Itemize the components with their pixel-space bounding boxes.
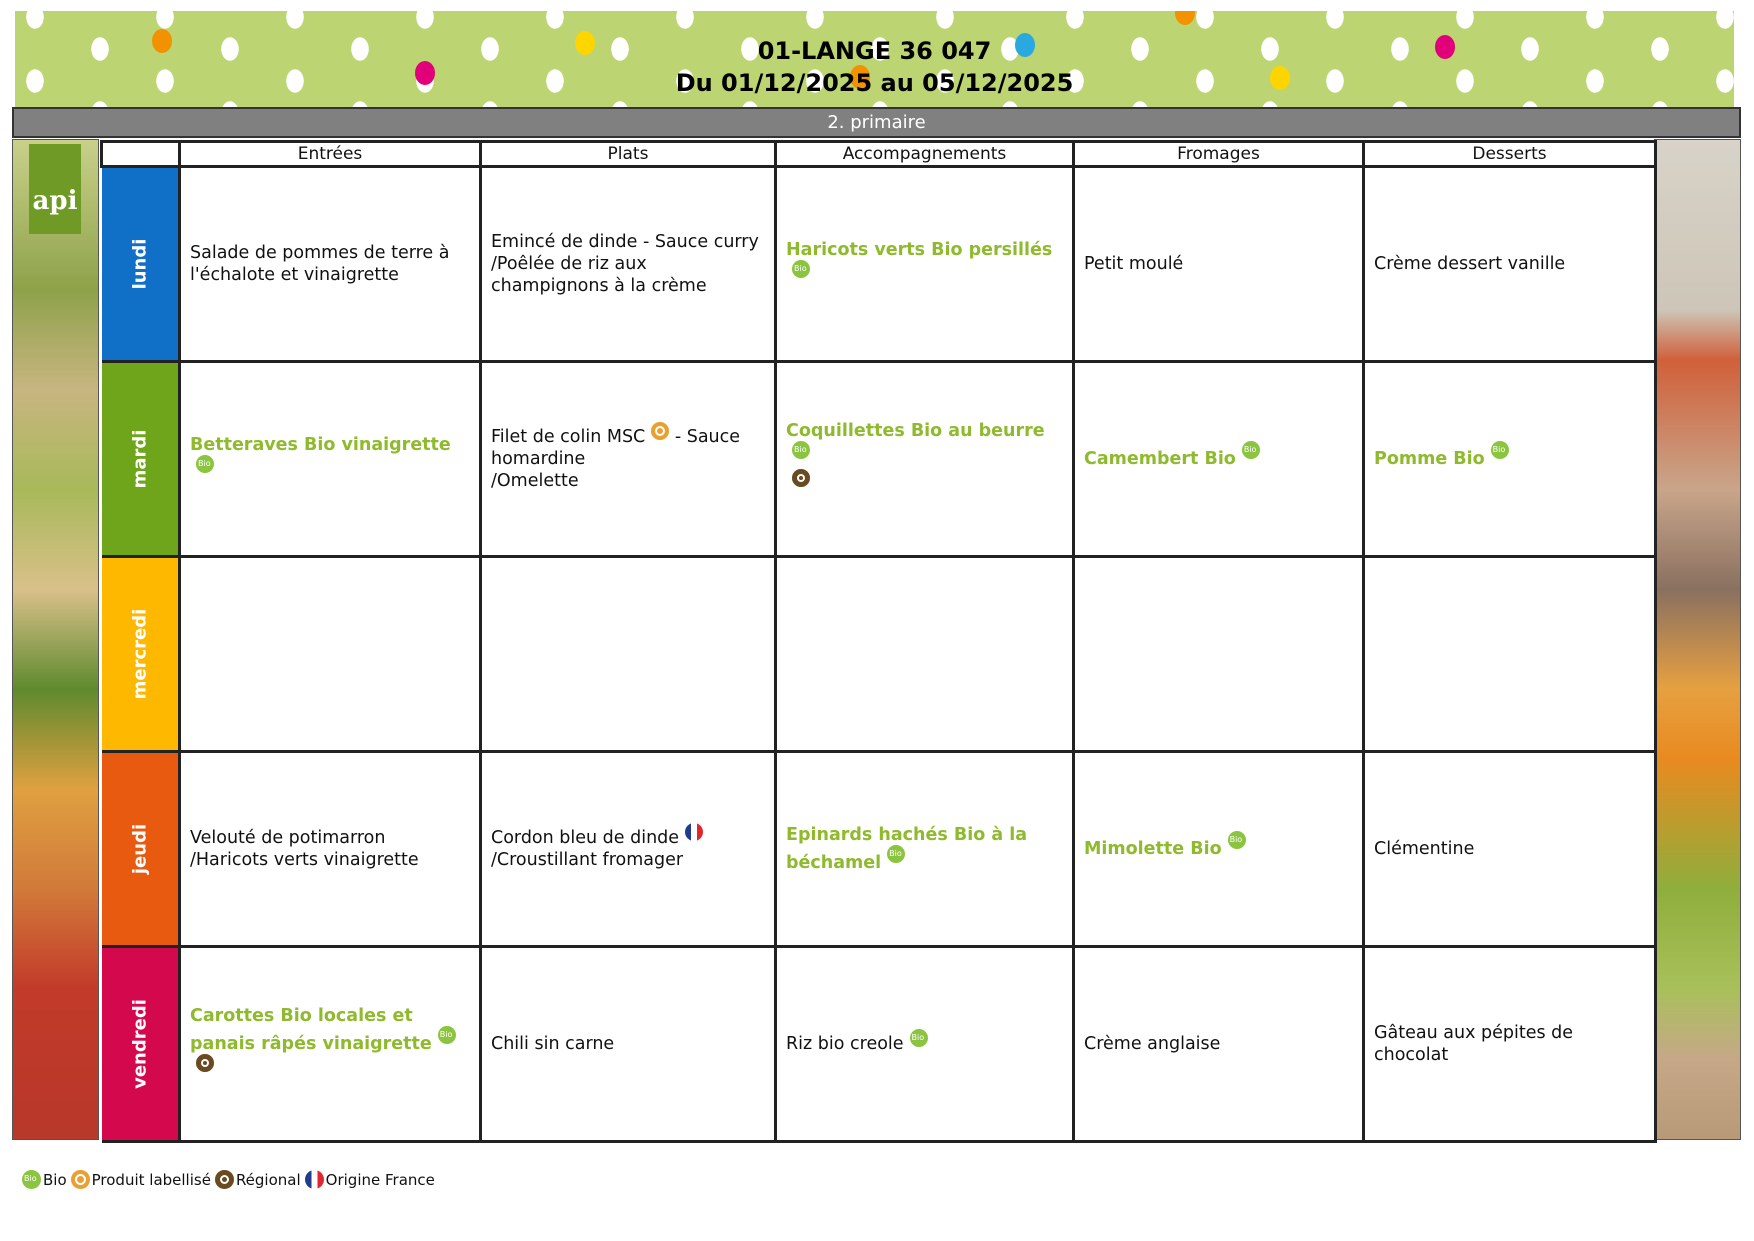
api-logo: api [29, 144, 81, 234]
legend-label: Origine France [325, 1171, 435, 1189]
bio-icon [437, 1026, 456, 1044]
menu-cell: Mimolette Bio [1072, 750, 1365, 948]
decorative-image-right [1654, 139, 1741, 1140]
legend-label: Bio [43, 1171, 67, 1189]
dish-text: Velouté de potimarron /Haricots verts vi… [190, 828, 419, 870]
menu-cell: Salade de pommes de terre à l'échalote e… [178, 165, 482, 363]
menu-cell: Coquillettes Bio au beurre [774, 360, 1075, 558]
menu-cell: Chili sin carne [479, 945, 777, 1143]
dish-text: Mimolette Bio [1084, 839, 1222, 859]
day-row: mardi Betteraves Bio vinaigrette Filet de … [101, 360, 1657, 558]
menu-cell: Emincé de dinde - Sauce curry /Poêlée de… [479, 165, 777, 363]
regional-icon [214, 1170, 234, 1189]
bio-icon [1241, 441, 1260, 459]
dish-text: Camembert Bio [1084, 449, 1236, 469]
menu-cell [479, 555, 777, 753]
bio-icon [196, 455, 214, 473]
menu-table: Entrées Plats Accompagnements Fromages Desse… [100, 140, 1657, 1143]
menu-cell: Crème anglaise [1072, 945, 1365, 1143]
bio-icon [792, 441, 810, 459]
column-header: Accompagnements [774, 140, 1075, 168]
menu-cell: Filet de colin MSC - Sauce homardine /Om… [479, 360, 777, 558]
bio-icon [909, 1029, 928, 1047]
column-header: Fromages [1072, 140, 1365, 168]
menu-cell: Betteraves Bio vinaigrette [178, 360, 482, 558]
day-name: lundi [129, 238, 151, 290]
menu-cell: Cordon bleu de dinde /Croustillant froma… [479, 750, 777, 948]
menu-cell: Carottes Bio locales et panais râpés vin… [178, 945, 482, 1143]
day-name: mercredi [129, 608, 151, 700]
day-name: jeudi [129, 823, 151, 875]
day-label: jeudi [101, 750, 181, 948]
france-flag-icon [685, 823, 704, 841]
menu-cell [1072, 555, 1365, 753]
menu-cell: Epinards hachés Bio à la béchamel [774, 750, 1075, 948]
legend-label: Régional [235, 1171, 301, 1189]
dish-text: Pomme Bio [1374, 449, 1485, 469]
dish-text: Gâteau aux pépites de chocolat [1374, 1023, 1574, 1065]
legend-label: Produit labellisé [91, 1171, 211, 1189]
day-label: vendredi [101, 945, 181, 1143]
dish-text: Salade de pommes de terre à l'échalote e… [190, 243, 450, 285]
dish-text: Clémentine [1374, 839, 1475, 859]
dish-text: Crème anglaise [1084, 1034, 1221, 1054]
label-icon [70, 1170, 90, 1189]
bio-icon [887, 845, 906, 863]
menu-cell: Haricots verts Bio persillés [774, 165, 1075, 363]
bio-icon [1227, 831, 1246, 849]
dish-text: Betteraves Bio vinaigrette [190, 435, 451, 455]
menu-cell: Gâteau aux pépites de chocolat [1362, 945, 1657, 1143]
menu-cell: Petit moulé [1072, 165, 1365, 363]
menu-cell: Camembert Bio [1072, 360, 1365, 558]
dish-text: /Croustillant fromager [491, 850, 684, 870]
dish-text: Epinards hachés Bio à la béchamel [786, 825, 1028, 873]
dish-text: - Sauce homardine /Omelette [491, 427, 741, 491]
menu-cell: Crème dessert vanille [1362, 165, 1657, 363]
day-label: lundi [101, 165, 181, 363]
dish-text: Riz bio creole [786, 1034, 904, 1054]
corner-cell [100, 140, 181, 168]
day-label: mercredi [101, 555, 181, 753]
day-row: vendredi Carottes Bio locales et panais r… [101, 945, 1657, 1143]
dish-text: Emincé de dinde - Sauce curry /Poêlée de… [491, 232, 759, 296]
label-icon [651, 422, 670, 440]
dish-text: Chili sin carne [491, 1034, 615, 1054]
menu-cell: Pomme Bio [1362, 360, 1657, 558]
decorative-image-left: api [12, 139, 99, 1140]
day-row: jeudi Velouté de potimarron /Haricots ver… [101, 750, 1657, 948]
day-row: lundi Salade de pommes de terre à l'échal… [101, 165, 1657, 363]
dish-text: Cordon bleu de dinde [491, 828, 680, 848]
day-label: mardi [101, 360, 181, 558]
dish-text: Haricots verts Bio persillés [786, 240, 1053, 260]
day-row: mercredi [101, 555, 1657, 753]
menu-cell [1362, 555, 1657, 753]
group-label: 2. primaire [12, 107, 1741, 138]
dish-text: Petit moulé [1084, 254, 1184, 274]
header-banner: 01-LANGE 36 047 Du 01/12/2025 au 05/12/2… [15, 11, 1734, 107]
bio-icon [1490, 441, 1509, 459]
bio-icon [792, 260, 810, 278]
menu-cell [774, 555, 1075, 753]
dish-text: Filet de colin MSC [491, 427, 646, 447]
day-name: mardi [129, 429, 151, 489]
day-name: vendredi [129, 999, 151, 1089]
column-header: Desserts [1362, 140, 1657, 168]
date-range: Du 01/12/2025 au 05/12/2025 [675, 69, 1074, 97]
menu-title: 01-LANGE 36 047 [757, 37, 992, 65]
menu-cell: Riz bio creole [774, 945, 1075, 1143]
column-header: Plats [479, 140, 777, 168]
menu-cell: Clémentine [1362, 750, 1657, 948]
menu-cell: Velouté de potimarron /Haricots verts vi… [178, 750, 482, 948]
dish-text: Crème dessert vanille [1374, 254, 1566, 274]
bio-icon [22, 1170, 41, 1189]
regional-icon [196, 1054, 214, 1072]
france-flag-icon [304, 1170, 324, 1189]
legend: Bio Produit labellisé Régional Origine Fran… [18, 1170, 435, 1189]
dish-text: Coquillettes Bio au beurre [786, 421, 1045, 441]
regional-icon [792, 469, 810, 487]
menu-cell [178, 555, 482, 753]
dish-text: Carottes Bio locales et panais râpés vin… [190, 1006, 432, 1054]
column-header: Entrées [178, 140, 482, 168]
